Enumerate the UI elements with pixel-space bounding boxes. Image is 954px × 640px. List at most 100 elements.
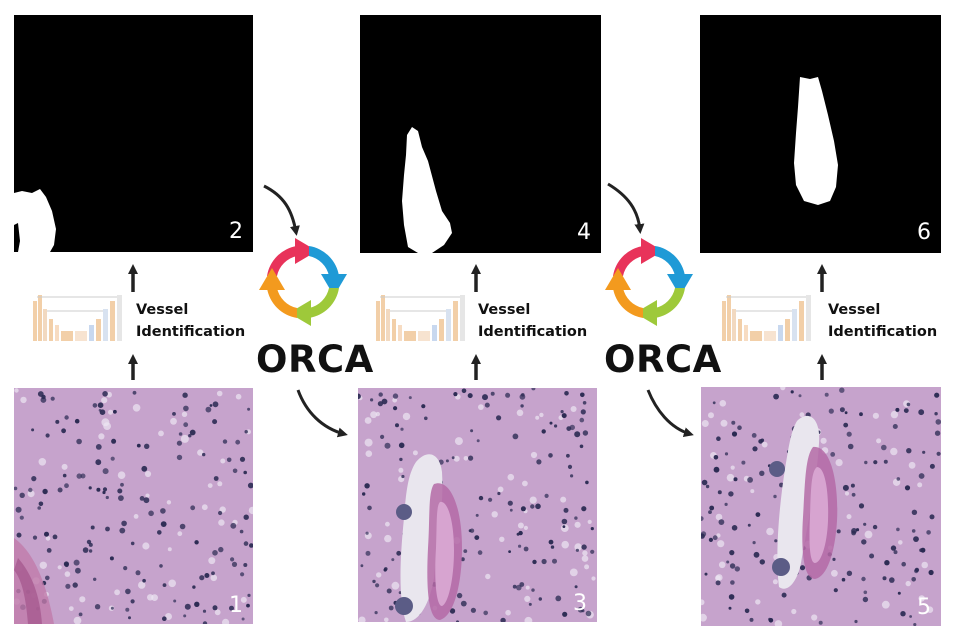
nucleus-dot xyxy=(243,470,247,475)
nucleus-dot xyxy=(509,508,513,512)
tissue-vacuole xyxy=(208,557,216,565)
tissue-vacuole xyxy=(516,409,524,417)
tissue-vacuole xyxy=(587,519,592,524)
tissue-vacuole xyxy=(820,437,827,444)
nucleus-dot xyxy=(580,392,585,398)
nucleus-dot xyxy=(508,550,511,553)
tissue-vacuole xyxy=(755,599,761,605)
nucleus-dot xyxy=(936,451,941,456)
tissue-vacuole xyxy=(201,504,208,511)
nucleus-dot xyxy=(883,459,888,464)
nucleus-dot xyxy=(244,430,248,434)
nucleus-dot xyxy=(900,611,906,617)
nucleus-dot xyxy=(463,549,468,553)
tissue-vacuole xyxy=(791,608,797,615)
tissue-vacuole xyxy=(364,417,372,424)
nucleus-dot xyxy=(585,480,589,485)
nucleus-dot xyxy=(843,422,849,428)
nucleus-dot xyxy=(861,576,866,582)
nucleus-dot xyxy=(535,503,541,510)
tissue-vacuole xyxy=(708,412,714,419)
nucleus-dot xyxy=(97,402,104,408)
tissue-vacuole xyxy=(581,555,589,562)
nucleus-dot xyxy=(922,450,926,454)
tissue-vacuole xyxy=(844,491,850,496)
panel-number-2: 2 xyxy=(229,219,243,244)
histology-panel-3: 3 xyxy=(358,388,597,622)
cycle-arrows-icon xyxy=(605,238,693,326)
nucleus-dot xyxy=(548,539,554,545)
nucleus-dot xyxy=(92,403,98,408)
nucleus-dot xyxy=(42,488,48,495)
tissue-vacuole xyxy=(101,418,110,427)
nucleus-dot xyxy=(549,421,553,425)
tissue-vacuole xyxy=(846,514,852,520)
nucleus-dot xyxy=(729,563,736,569)
nuclei-dots xyxy=(14,388,253,624)
nucleus-dot xyxy=(209,404,213,407)
nucleus-dot xyxy=(119,527,126,534)
tissue-vacuole xyxy=(210,574,218,582)
nucleus-dot xyxy=(577,606,584,613)
nucleus-dot xyxy=(144,443,150,449)
nucleus-dot xyxy=(384,442,391,449)
nucleus-dot xyxy=(574,431,581,438)
nucleus-dot xyxy=(713,455,719,460)
nucleus-dot xyxy=(388,605,394,611)
nucleus-dot xyxy=(581,506,587,512)
nucleus-dot xyxy=(897,591,901,595)
nucleus-dot xyxy=(57,487,63,493)
nucleus-dot xyxy=(516,532,520,536)
nucleus-dot xyxy=(737,425,742,430)
nucleus-dot xyxy=(844,411,848,415)
nucleus-dot xyxy=(135,570,141,576)
nucleus-dot xyxy=(701,531,707,537)
nucleus-dot xyxy=(383,568,387,572)
nucleus-dot xyxy=(111,438,117,444)
tissue-vacuole xyxy=(39,561,47,569)
nucleus-dot xyxy=(199,575,205,581)
nucleus-dot xyxy=(360,564,364,568)
nucleus-dot xyxy=(370,398,374,402)
panel-number-3: 3 xyxy=(573,591,587,616)
nucleus-dot xyxy=(176,440,182,446)
nucleus-dot xyxy=(136,443,141,448)
nucleus-dot xyxy=(50,396,55,401)
tissue-vacuole xyxy=(717,540,725,548)
tissue-vacuole xyxy=(491,511,498,518)
nucleus-dot xyxy=(895,407,900,412)
nucleus-dot xyxy=(456,620,459,622)
nucleus-dot xyxy=(701,479,708,486)
nucleus-dot xyxy=(142,578,146,583)
tissue-vacuole xyxy=(560,524,569,532)
nucleus-dot xyxy=(202,609,207,613)
nucleus-dot xyxy=(19,515,24,520)
nucleus-dot xyxy=(901,561,906,567)
nucleus-dot xyxy=(365,531,369,535)
nucleus-dot xyxy=(72,582,78,588)
nucleus-dot xyxy=(561,518,568,525)
step-label-3: Vessel Identification xyxy=(828,299,937,343)
nucleus-dot xyxy=(724,452,729,456)
tissue-vacuole xyxy=(718,561,726,569)
tissue-vacuole xyxy=(584,564,590,570)
nucleus-dot xyxy=(367,505,372,511)
nucleus-dot xyxy=(531,388,536,391)
nucleus-dot xyxy=(194,601,200,607)
nucleus-dot xyxy=(226,457,232,463)
panel-number-5: 5 xyxy=(917,595,931,620)
nucleus-dot xyxy=(518,544,522,548)
nucleus-dot xyxy=(102,487,108,492)
tissue-vacuole xyxy=(370,411,377,419)
nucleus-dot xyxy=(520,506,526,512)
tissue-vacuole xyxy=(214,609,221,616)
nucleus-dot xyxy=(889,577,895,583)
tissue-vacuole xyxy=(774,620,783,626)
nucleus-dot xyxy=(913,536,919,542)
tissue-vacuole xyxy=(220,458,226,464)
nucleus-dot xyxy=(456,592,463,599)
tissue-vacuole xyxy=(217,481,223,487)
tissue-vacuole xyxy=(177,531,183,537)
nucleus-dot xyxy=(846,570,853,576)
nucleus-dot xyxy=(189,429,196,436)
